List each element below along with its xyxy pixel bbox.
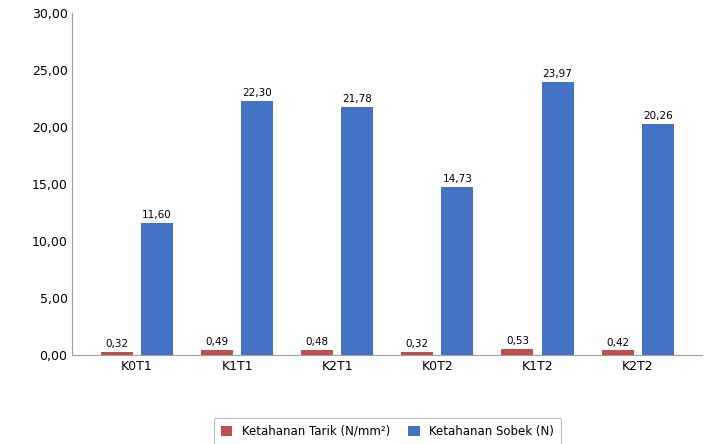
Bar xyxy=(201,349,233,355)
Text: 22,30: 22,30 xyxy=(243,88,272,98)
Bar xyxy=(141,223,173,355)
Bar xyxy=(341,107,374,355)
Bar xyxy=(101,352,133,355)
Bar xyxy=(641,124,673,355)
Bar xyxy=(502,349,534,355)
Text: 23,97: 23,97 xyxy=(542,69,573,79)
Bar xyxy=(602,350,634,355)
Text: 0,49: 0,49 xyxy=(206,337,229,347)
Text: 20,26: 20,26 xyxy=(643,111,673,122)
Text: 0,32: 0,32 xyxy=(106,339,129,349)
Legend: Ketahanan Tarik (N/mm²), Ketahanan Sobek (N): Ketahanan Tarik (N/mm²), Ketahanan Sobek… xyxy=(214,418,561,444)
Bar xyxy=(442,187,473,355)
Text: 11,60: 11,60 xyxy=(142,210,172,220)
Bar xyxy=(542,82,573,355)
Bar xyxy=(241,101,273,355)
Bar xyxy=(401,352,434,355)
Text: 14,73: 14,73 xyxy=(442,174,472,185)
Text: 0,32: 0,32 xyxy=(406,339,429,349)
Bar xyxy=(301,350,333,355)
Text: 21,78: 21,78 xyxy=(342,94,372,104)
Text: 0,53: 0,53 xyxy=(506,336,529,346)
Text: 0,48: 0,48 xyxy=(306,337,329,347)
Text: 0,42: 0,42 xyxy=(606,337,629,348)
